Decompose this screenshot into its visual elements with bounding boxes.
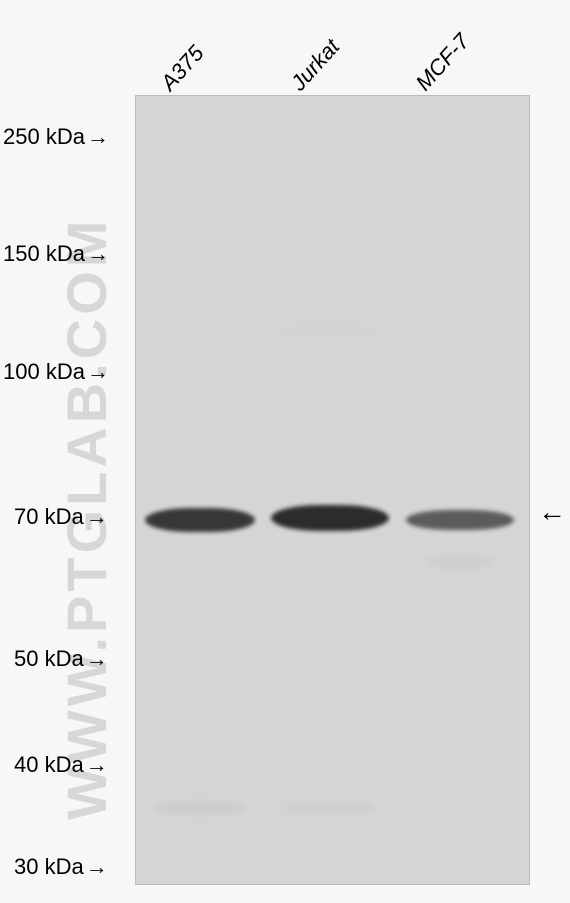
faint-band [155, 801, 245, 815]
lane-label: A375 [156, 40, 210, 96]
figure-container: WWW.PTGLAB.COM A375 Jurkat MCF-7 250 kDa… [0, 0, 570, 903]
arrow-right-icon: → [87, 124, 109, 150]
arrow-right-icon: → [86, 854, 108, 880]
blot-membrane [135, 95, 530, 885]
marker-label: 30 kDa→ [14, 854, 108, 880]
marker-label: 250 kDa→ [3, 124, 109, 150]
marker-label: 50 kDa→ [14, 646, 108, 672]
protein-band [271, 505, 389, 531]
arrow-right-icon: → [87, 241, 109, 267]
faint-band [280, 324, 380, 336]
marker-label: 40 kDa→ [14, 752, 108, 778]
protein-band [145, 508, 255, 532]
arrow-right-icon: → [86, 504, 108, 530]
arrow-right-icon: → [87, 359, 109, 385]
marker-label: 100 kDa→ [3, 359, 109, 385]
marker-label: 70 kDa→ [14, 504, 108, 530]
faint-band [285, 801, 375, 815]
arrow-left-icon: ← [538, 496, 566, 528]
marker-label: 150 kDa→ [3, 241, 109, 267]
arrow-right-icon: → [86, 646, 108, 672]
lane-label: Jurkat [286, 34, 345, 96]
arrow-right-icon: → [86, 752, 108, 778]
lane-label: MCF-7 [411, 29, 475, 96]
faint-band [425, 555, 495, 569]
protein-band [406, 510, 514, 530]
